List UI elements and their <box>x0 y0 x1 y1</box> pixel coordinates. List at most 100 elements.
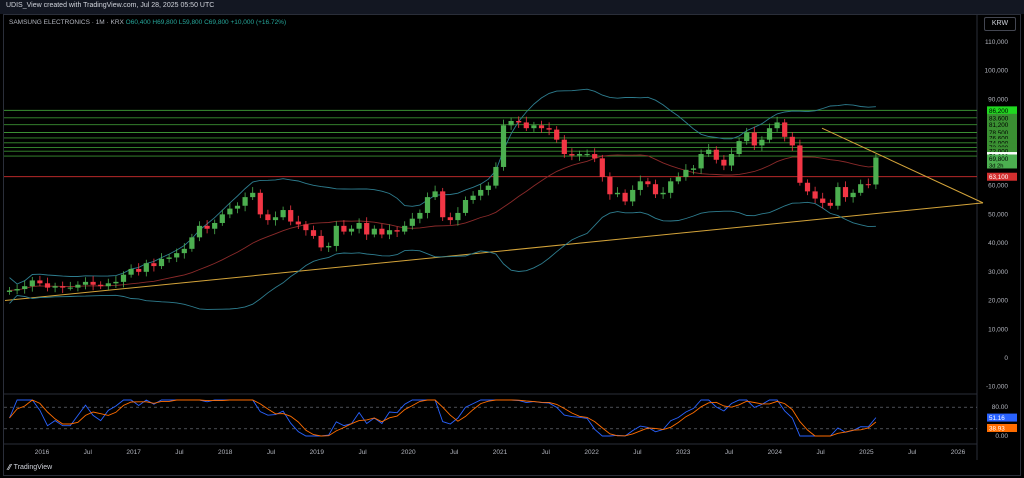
candle-body <box>52 286 58 288</box>
candle-body <box>196 225 203 238</box>
candle-body <box>812 191 818 199</box>
candle-body <box>250 192 256 198</box>
candle-body <box>614 192 621 195</box>
level-label-box <box>987 147 1017 156</box>
candle-body <box>858 184 864 193</box>
candle-body <box>592 154 598 159</box>
bb-upper-line <box>9 88 876 285</box>
candle-body <box>683 169 689 178</box>
ohlc-values: O60,400 H69,800 L59,800 C69,800 +10,000 … <box>125 19 287 26</box>
time-tick-label: 2017 <box>126 449 141 456</box>
time-tick-label: Jul <box>175 449 184 456</box>
price-tick-label: 50,000 <box>988 211 1008 218</box>
level-label-box <box>987 138 1017 147</box>
candle-body <box>227 208 233 215</box>
candle-body <box>303 224 309 231</box>
level-label-box <box>987 113 1017 122</box>
candle-body <box>341 225 347 232</box>
candle-body <box>189 237 195 249</box>
candle-body <box>14 289 20 291</box>
price-tick-label: 40,000 <box>988 240 1008 247</box>
candle-body <box>257 192 263 215</box>
candle-body <box>774 122 780 129</box>
candle-body <box>174 253 180 258</box>
candle-body <box>478 189 484 196</box>
candle-body <box>82 281 89 285</box>
level-label: 86,200 <box>989 108 1009 115</box>
time-tick-label: 2021 <box>493 449 508 456</box>
candle-body <box>576 154 583 156</box>
candle-body <box>242 197 248 206</box>
candle-body <box>500 125 507 167</box>
price-tick-label: 110,000 <box>985 39 1008 46</box>
level-label: 81,200 <box>989 122 1009 129</box>
candle-body <box>105 283 111 287</box>
currency-button[interactable]: KRW <box>984 17 1016 31</box>
candle-body <box>158 258 165 267</box>
candle-body <box>265 214 271 221</box>
candle-body <box>759 139 765 146</box>
candle-body <box>569 154 575 156</box>
price-tick-label: 10,000 <box>988 326 1008 333</box>
osc-tick-label: 80.00 <box>992 404 1009 411</box>
candle-body <box>546 128 552 130</box>
time-tick-label: Jul <box>633 449 642 456</box>
candle-body <box>75 284 81 288</box>
candle-body <box>151 263 157 267</box>
candle-body <box>865 184 871 186</box>
candle-body <box>356 222 362 229</box>
candle-body <box>371 228 377 235</box>
candle-body <box>766 128 773 140</box>
candle-body <box>706 149 712 155</box>
candle-body <box>120 274 127 282</box>
last-price-label: 69,800 <box>989 156 1009 163</box>
candle-body <box>295 221 301 225</box>
price-tick-label: 100,000 <box>985 68 1009 75</box>
candle-body <box>736 141 742 155</box>
tradingview-logo: ⁄⁄ TradingView <box>8 463 52 472</box>
candle-body <box>531 125 537 129</box>
candle-body <box>660 192 666 195</box>
last-price-box <box>987 154 1017 169</box>
candle-body <box>136 268 142 272</box>
candle-body <box>668 181 674 193</box>
stoch-k-box <box>987 413 1017 422</box>
candle-body <box>402 225 408 232</box>
level-label: 78,500 <box>989 130 1009 137</box>
candle-body <box>181 248 187 254</box>
brand-name: TradingView <box>13 464 53 471</box>
osc-tick-label: 0.00 <box>995 433 1008 440</box>
candle-body <box>538 125 545 129</box>
candle-body <box>782 122 788 137</box>
symbol-legend: SAMSUNG ELECTRONICS · 1M · KRX O60,400 H… <box>9 19 286 26</box>
candle-body <box>166 257 172 259</box>
candle-body <box>728 154 735 166</box>
candle-body <box>523 122 529 129</box>
support-trendline <box>4 202 984 302</box>
chart-frame <box>3 14 1021 476</box>
time-tick-label: Jul <box>358 449 367 456</box>
candle-body <box>584 154 590 156</box>
candle-body <box>873 157 879 185</box>
countdown-label: 3d 2h <box>989 163 1004 169</box>
time-tick-label: Jul <box>725 449 734 456</box>
candle-body <box>485 185 491 190</box>
candle-body <box>409 218 415 226</box>
resistance-label-box <box>987 172 1017 181</box>
candle-body <box>554 129 560 140</box>
credit-text: UDIS_View created with TradingView.com, … <box>6 2 215 9</box>
time-tick-label: Jul <box>267 449 276 456</box>
candle-body <box>333 225 339 246</box>
level-label-box <box>987 128 1017 137</box>
level-label-box <box>987 133 1017 142</box>
stoch-k-line <box>9 399 877 437</box>
candle-body <box>280 210 286 218</box>
bb-lower-line <box>9 201 876 310</box>
candle-body <box>44 283 51 288</box>
candle-body <box>128 268 134 275</box>
time-tick-label: Jul <box>450 449 459 456</box>
time-tick-label: 2018 <box>218 449 233 456</box>
price-tick-label: 0 <box>1004 355 1008 362</box>
time-tick-label: 2019 <box>310 449 325 456</box>
